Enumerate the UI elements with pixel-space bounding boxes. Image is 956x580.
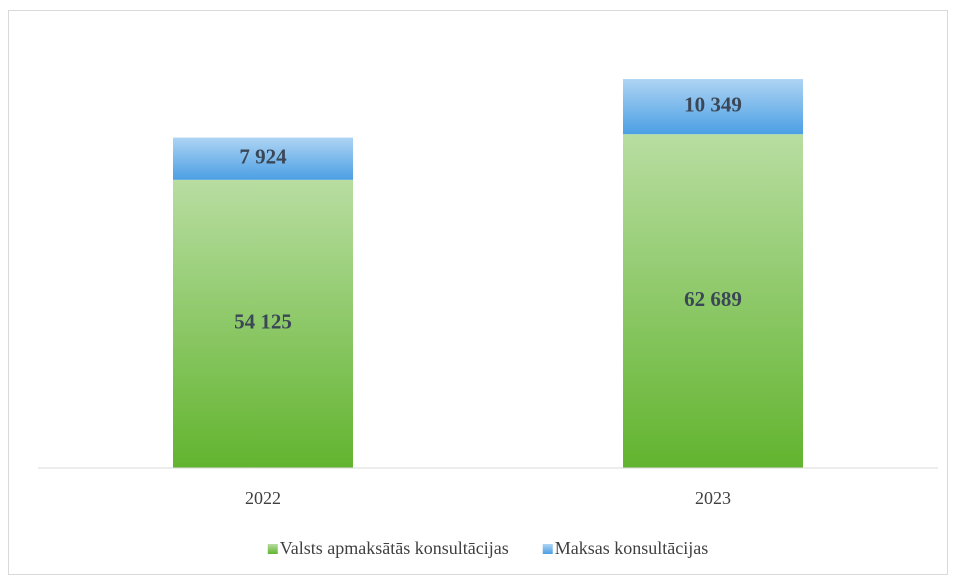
bar-segment	[623, 79, 803, 135]
chart-frame	[8, 10, 948, 575]
data-label: 62 689	[684, 287, 742, 311]
bar-segment	[623, 134, 803, 468]
legend-label: Valsts apmaksātās konsultācijas	[280, 538, 509, 558]
x-tick-label: 2022	[245, 488, 281, 508]
data-label: 54 125	[234, 310, 292, 334]
bar-segment	[173, 179, 353, 469]
legend: Valsts apmaksātās konsultācijas Maksas ko…	[267, 538, 708, 558]
legend-label: Maksas konsultācijas	[555, 538, 708, 558]
x-tick-label: 2023	[695, 488, 731, 508]
data-label: 7 924	[239, 144, 287, 168]
legend-swatch	[542, 544, 553, 554]
bar-segment	[173, 137, 353, 180]
legend-swatch	[267, 544, 278, 554]
data-label: 10 349	[684, 92, 742, 116]
